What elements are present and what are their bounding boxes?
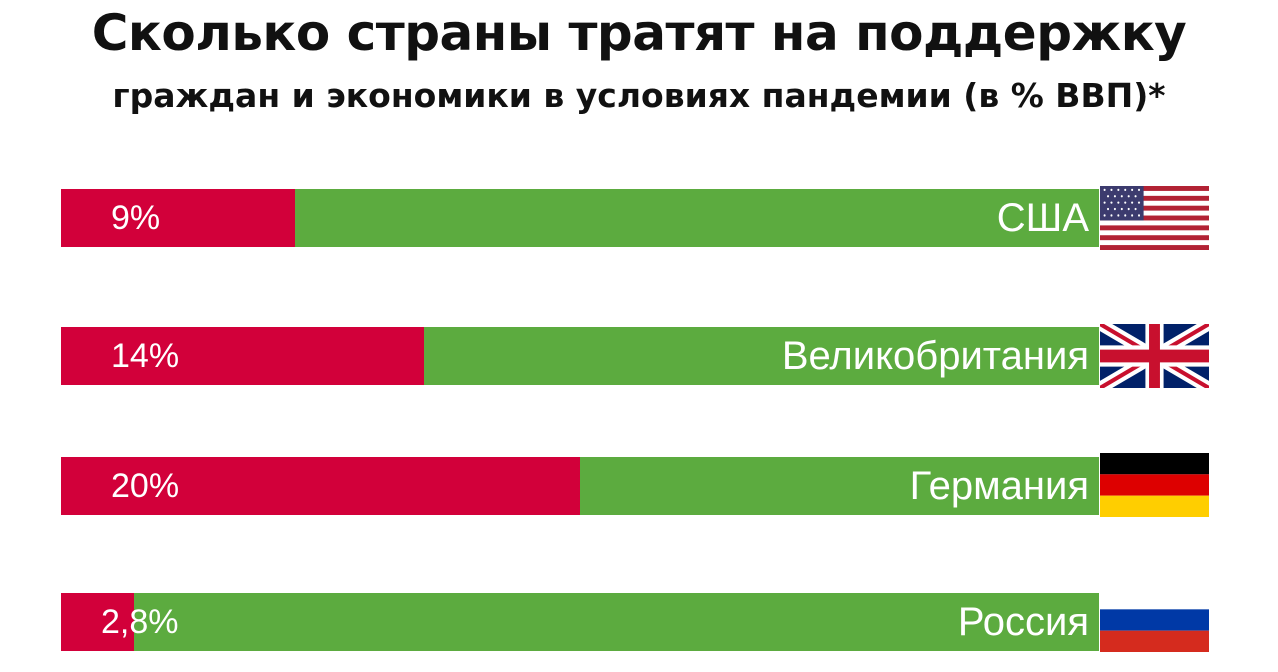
chart-title: Сколько страны тратят на поддержку [91, 4, 1187, 62]
russia-flag-icon [1100, 588, 1209, 652]
bar-track-russia [61, 593, 1099, 651]
bar-row-germany: 20% Германия [61, 457, 1099, 515]
usa-flag-icon [1100, 186, 1209, 250]
uk-flag-icon [1100, 324, 1209, 388]
value-label-germany: 20% [111, 466, 180, 505]
germany-flag-icon [1100, 453, 1209, 517]
bar-row-uk: 14% Великобритания [61, 327, 1099, 385]
bar-row-russia: 2,8% Россия [61, 593, 1099, 651]
category-label-usa: США [996, 195, 1089, 240]
category-label-germany: Германия [909, 463, 1089, 508]
category-label-uk: Великобритания [781, 333, 1089, 378]
bar-value-uk [61, 327, 425, 385]
value-label-usa: 9% [111, 198, 161, 237]
category-label-russia: Россия [957, 599, 1089, 644]
bar-value-usa [61, 189, 295, 247]
value-label-russia: 2,8% [101, 602, 179, 641]
value-label-uk: 14% [111, 336, 180, 375]
bar-value-russia [61, 593, 134, 651]
chart-subtitle: граждан и экономики в условиях пандемии … [112, 76, 1166, 115]
bar-value-germany [61, 457, 580, 515]
bar-row-usa: 9% США [61, 189, 1099, 247]
